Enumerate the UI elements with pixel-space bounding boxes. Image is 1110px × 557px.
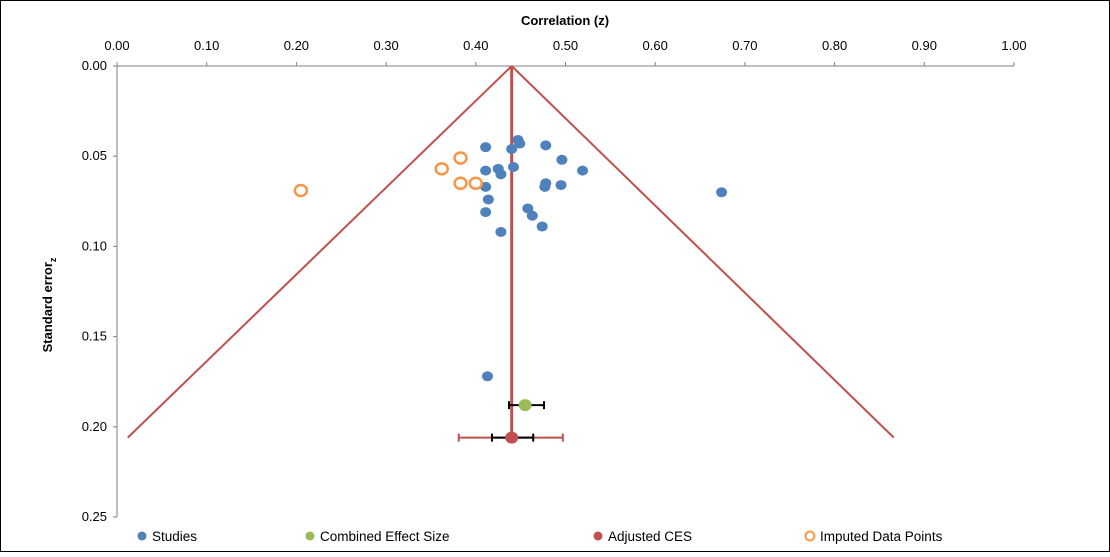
x-tick-label: 0.80 — [822, 38, 847, 53]
study-point — [481, 371, 493, 382]
imputed-point — [434, 162, 449, 176]
data-points — [293, 134, 728, 444]
y-tick-label: 0.05 — [82, 148, 107, 163]
study-point — [540, 140, 552, 151]
study-point — [556, 154, 568, 165]
y-axis-title-subscript: z — [48, 257, 58, 262]
imputed-point — [468, 176, 484, 191]
x-tick-label: 0.00 — [104, 38, 129, 53]
x-axis-title: Correlation (z) — [521, 13, 609, 28]
adjusted-ces-point — [505, 431, 519, 444]
imputed-point — [293, 183, 309, 198]
legend-label-imputed: Imputed Data Points — [820, 529, 943, 544]
y-tick-label: 0.15 — [82, 329, 107, 344]
study-point — [555, 180, 567, 191]
study-point — [495, 169, 507, 180]
x-tick-label: 0.70 — [732, 38, 757, 53]
legend-label-combined: Combined Effect Size — [320, 529, 450, 544]
study-point — [514, 138, 526, 149]
study-point — [480, 142, 492, 153]
y-axis-title: Standard error — [40, 262, 55, 352]
x-tick-label: 0.40 — [463, 38, 488, 53]
x-tick-label: 0.30 — [373, 38, 398, 53]
combined-effect-point — [518, 399, 532, 412]
x-tick-label: 0.50 — [553, 38, 578, 53]
study-point — [716, 187, 728, 198]
study-point — [577, 165, 589, 176]
study-point — [482, 194, 494, 205]
y-tick-label: 0.10 — [82, 238, 107, 253]
legend-marker-studies — [137, 531, 147, 541]
study-point — [507, 162, 519, 173]
x-tick-label: 1.00 — [1001, 38, 1026, 53]
x-tick-label: 0.60 — [643, 38, 668, 53]
funnel-left-line — [127, 65, 513, 439]
x-tick-label: 0.10 — [194, 38, 219, 53]
axes: 0.00 0.10 0.20 0.30 0.40 0.50 0.60 0.70 0.80 0.90… — [82, 38, 1027, 524]
y-axis-title-group: Standard errorz — [40, 257, 58, 352]
legend-label-studies: Studies — [152, 529, 197, 544]
study-point — [539, 181, 551, 192]
y-tick-label: 0.00 — [82, 58, 107, 73]
study-point — [495, 226, 507, 237]
legend-marker-combined — [305, 531, 315, 541]
funnel-right-line — [510, 65, 895, 439]
imputed-point — [453, 151, 468, 165]
legend-marker-adjusted — [593, 531, 603, 541]
x-tick-label: 0.20 — [284, 38, 309, 53]
funnel-lines — [127, 65, 895, 439]
legend-marker-imputed — [804, 530, 816, 542]
study-point — [480, 207, 492, 218]
study-point — [480, 165, 492, 176]
study-point — [506, 143, 518, 154]
study-point — [526, 210, 538, 221]
y-tick-label: 0.25 — [82, 509, 107, 524]
imputed-point — [453, 176, 468, 191]
x-tick-label: 0.90 — [912, 38, 937, 53]
legend-label-adjusted: Adjusted CES — [608, 529, 692, 544]
svg-text:Standard errorz: Standard errorz — [40, 257, 58, 352]
y-tick-label: 0.20 — [82, 419, 107, 434]
legend: Studies Combined Effect Size Adjusted CE… — [137, 529, 943, 544]
study-point — [536, 221, 548, 232]
